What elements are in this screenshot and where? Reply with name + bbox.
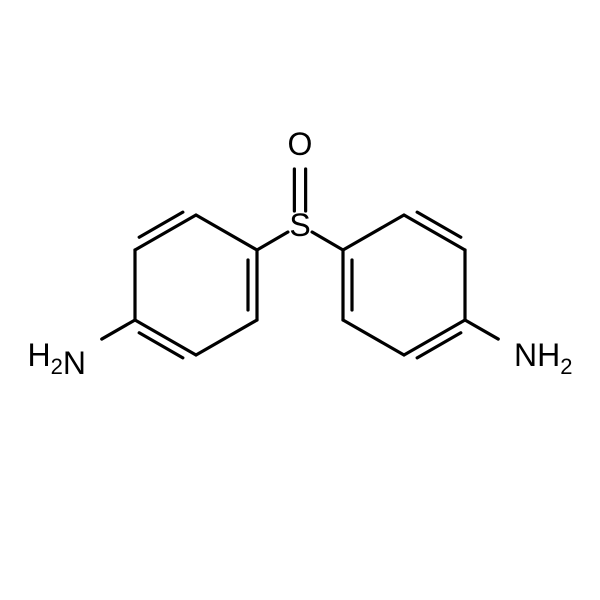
bond — [404, 215, 465, 250]
bond — [257, 232, 288, 250]
atom-label: H2N — [28, 337, 86, 381]
bond — [196, 320, 257, 355]
bond — [102, 320, 135, 339]
atom-label: O — [288, 126, 313, 162]
bond — [404, 320, 465, 355]
chemical-structure: S O H2N NH2 — [0, 0, 600, 600]
bond — [465, 320, 498, 339]
bond — [343, 320, 404, 355]
bond — [196, 215, 257, 250]
bond — [135, 215, 196, 250]
atom-label: S — [289, 207, 310, 243]
bond — [312, 232, 343, 250]
atom-label: NH2 — [514, 337, 572, 379]
bond — [343, 215, 404, 250]
bond — [135, 320, 196, 355]
